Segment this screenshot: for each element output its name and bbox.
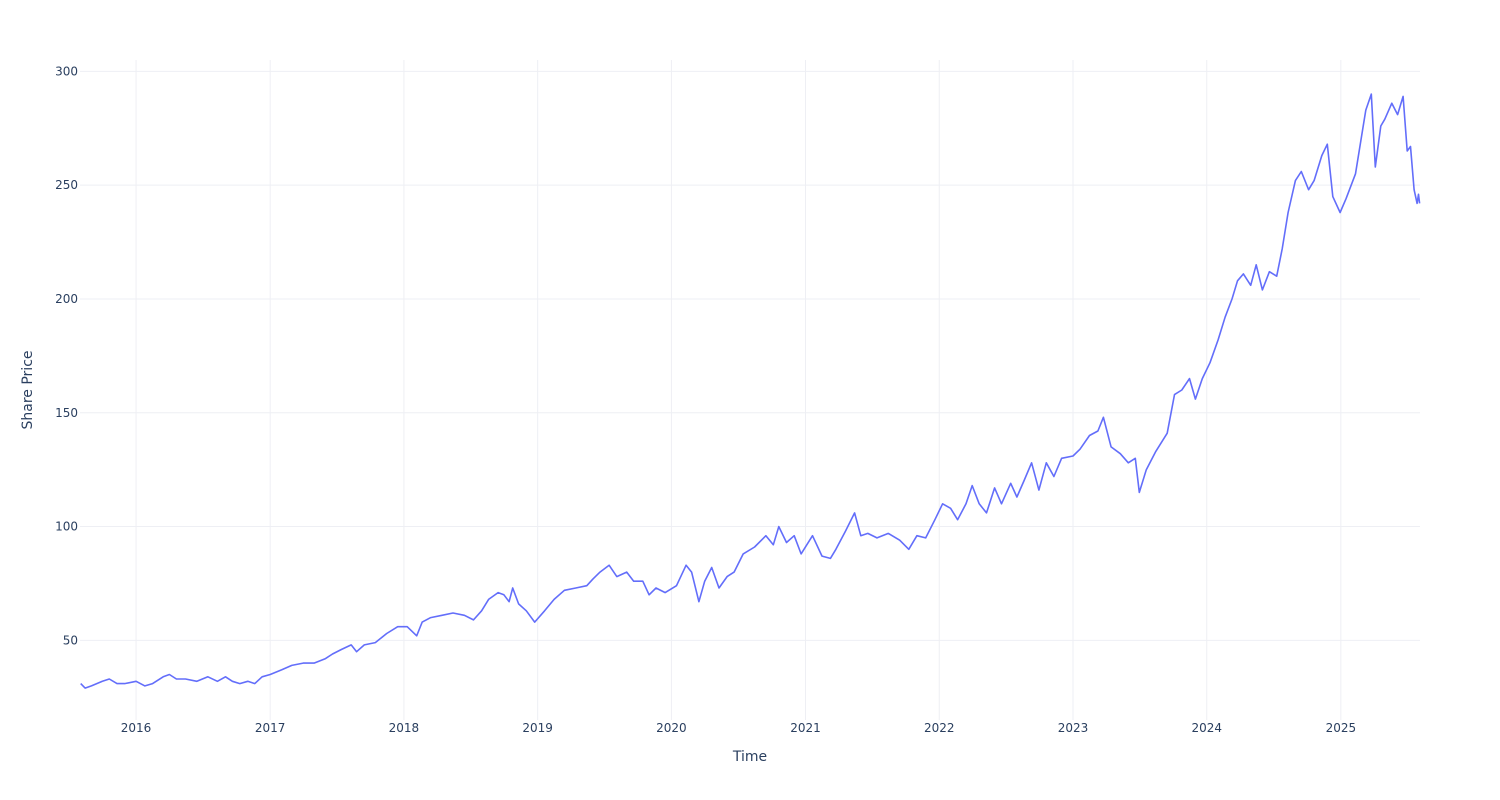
x-tick-label: 2016 — [121, 721, 152, 735]
y-tick-label: 50 — [63, 633, 78, 647]
x-gridlines — [135, 60, 1342, 720]
x-tick-label: 2023 — [1058, 721, 1089, 735]
series-layer — [80, 93, 1421, 689]
x-tick-label: 2022 — [924, 721, 955, 735]
x-tick-label: 2020 — [656, 721, 687, 735]
x-tick-label: 2017 — [255, 721, 286, 735]
x-tick-label: 2019 — [522, 721, 553, 735]
x-tick-label: 2025 — [1326, 721, 1357, 735]
y-tick-label: 150 — [55, 406, 78, 420]
x-tick-label: 2021 — [790, 721, 821, 735]
y-tick-label: 300 — [55, 64, 78, 78]
y-tick-label: 100 — [55, 520, 78, 534]
x-tick-label: 2024 — [1191, 721, 1222, 735]
y-axis-title: Share Price — [20, 350, 36, 429]
y-gridlines — [80, 70, 1420, 641]
y-tick-labels: 50 100 150 200 250 300 — [55, 64, 78, 647]
y-tick-label: 250 — [55, 178, 78, 192]
x-tick-labels: 2016 2017 2018 2019 2020 2021 2022 2023 2024 2025 — [121, 721, 1356, 735]
y-tick-label: 200 — [55, 292, 78, 306]
x-axis-title: Time — [732, 749, 767, 765]
share-price-series-line — [80, 93, 1421, 689]
x-tick-label: 2018 — [389, 721, 420, 735]
